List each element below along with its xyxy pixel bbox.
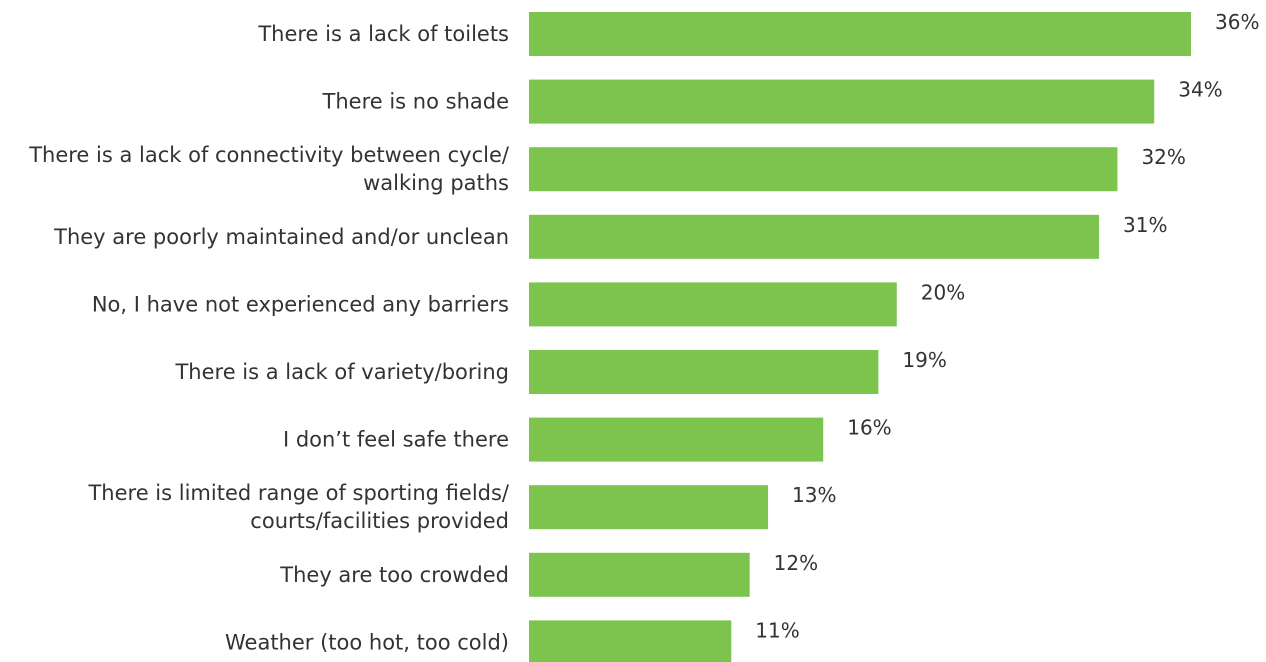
value-label-5: 20%	[921, 280, 965, 304]
value-label-4: 31%	[1123, 213, 1167, 237]
value-label-8: 13%	[792, 483, 836, 507]
value-labels-group: 36% 34% 32% 31% 20% 19% 16% 13% 12% 11%	[755, 10, 1259, 642]
value-label-2: 34%	[1178, 78, 1222, 102]
category-label-line: courts/facilities provided	[250, 509, 509, 533]
bar-10	[529, 620, 732, 662]
category-label-9: They are too crowded	[279, 563, 509, 587]
bar-6	[529, 350, 879, 394]
bar-3	[529, 147, 1118, 192]
category-label-line: I don’t feel safe there	[283, 428, 509, 452]
category-label-6: There is a lack of variety/boring	[174, 360, 509, 384]
category-label-10: Weather (too hot, too cold)	[225, 630, 509, 654]
bar-2	[529, 79, 1155, 124]
category-label-line: There is a lack of variety/boring	[174, 360, 509, 384]
category-label-line: There is a lack of toilets	[257, 22, 509, 46]
value-label-6: 19%	[902, 348, 946, 372]
category-label-1: There is a lack of toilets	[257, 22, 509, 46]
bar-9	[529, 552, 750, 597]
category-label-line: They are too crowded	[279, 563, 509, 587]
value-label-7: 16%	[847, 416, 891, 440]
value-label-3: 32%	[1141, 145, 1185, 169]
category-label-line: There is no shade	[322, 90, 509, 114]
category-label-line: No, I have not experienced any barriers	[92, 292, 509, 316]
category-label-8: There is limited range of sporting field…	[87, 481, 509, 533]
value-label-1: 36%	[1215, 10, 1259, 34]
category-label-5: No, I have not experienced any barriers	[92, 292, 509, 316]
category-label-line: walking paths	[363, 171, 509, 195]
bar-8	[529, 485, 769, 530]
value-label-10: 11%	[755, 618, 799, 642]
bar-1	[529, 12, 1191, 56]
bar-7	[529, 417, 824, 462]
category-labels-group: There is a lack of toilets There is no sh…	[28, 22, 510, 654]
category-label-line: They are poorly maintained and/or unclea…	[53, 225, 509, 249]
category-label-line: Weather (too hot, too cold)	[225, 630, 509, 654]
category-label-4: They are poorly maintained and/or unclea…	[53, 225, 509, 249]
bar-5	[529, 282, 897, 327]
value-label-9: 12%	[774, 551, 818, 575]
category-label-7: I don’t feel safe there	[283, 428, 509, 452]
bars-group	[529, 12, 1191, 662]
category-label-2: There is no shade	[322, 90, 509, 114]
category-label-3: There is a lack of connectivity between …	[28, 143, 510, 195]
category-label-line: There is a lack of connectivity between …	[28, 143, 510, 167]
category-label-line: There is limited range of sporting field…	[87, 481, 509, 505]
bar-4	[529, 214, 1100, 259]
